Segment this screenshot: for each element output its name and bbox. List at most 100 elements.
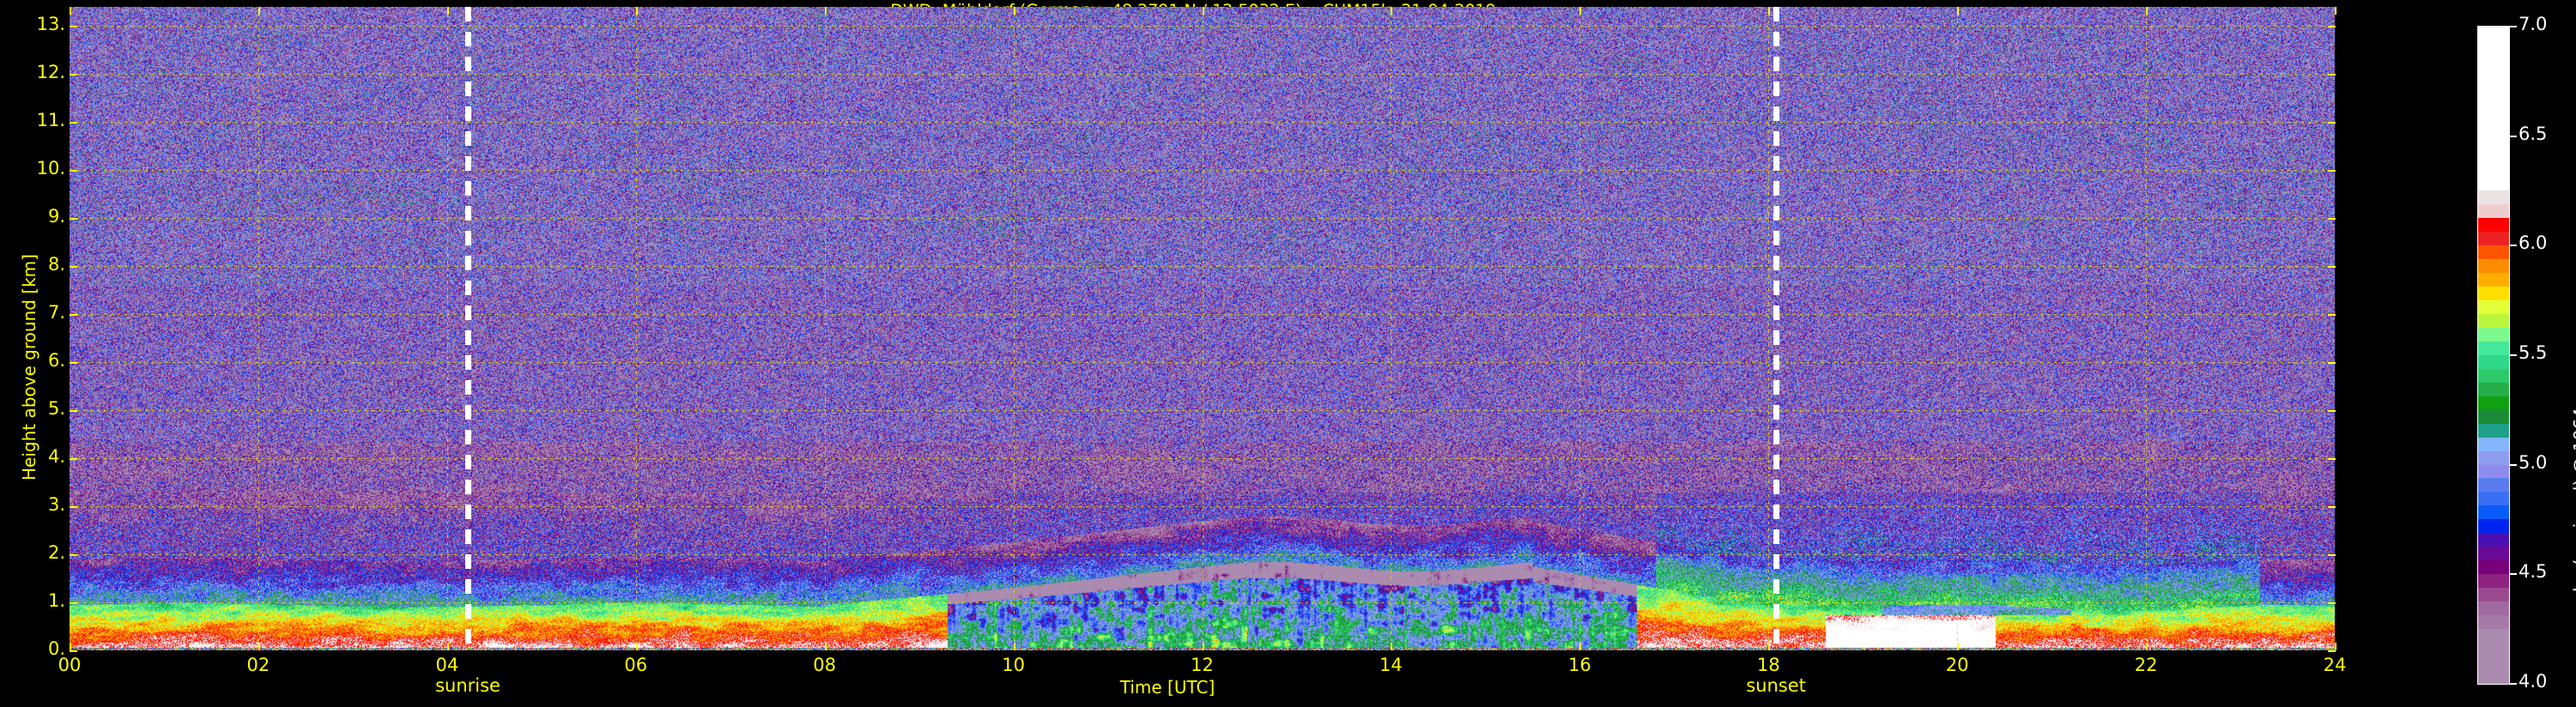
y-tick-mark [2328,26,2336,27]
x-tick-label: 22 [2134,655,2158,675]
colorbar-title: log(rc-signal) @ 1064 nm [2570,374,2576,592]
y-tick-label: 4. [47,446,65,468]
gridline-horizontal [70,554,2335,555]
y-tick-label: 2. [47,542,65,564]
y-tick-mark [70,650,77,652]
y-tick-label: 11. [36,110,65,131]
colorbar-tick-mark [2509,573,2517,575]
x-tick-label: 04 [435,655,459,675]
colorbar-tick-label: 5.5 [2518,342,2548,363]
colorbar-band [2478,108,2509,123]
x-tick-mark [70,643,71,650]
colorbar-tick-label: 6.5 [2518,123,2548,144]
colorbar-band [2478,423,2509,438]
y-tick-mark [2328,74,2336,76]
y-tick-mark [70,506,77,508]
gridline-vertical [636,7,637,650]
gridline-horizontal [70,506,2335,507]
colorbar-band [2478,218,2509,233]
y-tick-label: 1. [47,590,65,612]
x-tick-label: 12 [1191,655,1214,675]
x-tick-mark [258,643,260,650]
gridline-vertical [258,7,259,650]
y-tick-mark [70,170,77,172]
y-tick-label: 3. [47,494,65,516]
colorbar-band [2478,27,2509,40]
colorbar-band [2478,519,2509,534]
y-tick-mark [2328,314,2336,316]
y-tick-mark [70,218,77,220]
x-tick-mark [1579,643,1581,650]
y-tick-label: 12. [36,62,65,83]
gridline-horizontal [70,170,2335,171]
colorbar-tick-mark [2509,464,2517,466]
y-tick-label: 5. [47,398,65,420]
sun-marker-line-sunrise [465,7,471,650]
colorbar-tick-mark [2509,26,2517,27]
gridline-vertical [825,7,826,650]
y-tick-mark [70,362,77,364]
colorbar-band [2478,204,2509,219]
x-tick-mark [2146,643,2148,650]
x-tick-mark [258,7,260,15]
colorbar-tick-label: 4.0 [2518,671,2548,692]
colorbar-band [2478,341,2509,355]
y-axis-title: Height above ground [km] [19,254,39,480]
x-tick-mark [825,643,827,650]
colorbar-band [2478,163,2509,178]
y-tick-mark [2328,650,2336,652]
x-tick-mark [447,7,449,15]
colorbar-band [2478,642,2509,656]
colorbar-band [2478,656,2509,670]
colorbar-band [2478,354,2509,369]
sun-caption-sunrise: sunrise [435,675,500,696]
x-tick-mark [2146,7,2148,15]
y-tick-label: 7. [47,302,65,323]
x-tick-mark [70,7,71,15]
x-tick-mark [1579,7,1581,15]
y-tick-label: 0. [47,638,65,659]
colorbar-band [2478,409,2509,424]
colorbar-band [2478,505,2509,520]
x-tick-mark [825,7,827,15]
x-tick-mark [1768,643,1770,650]
gridline-horizontal [70,74,2335,75]
gridline-horizontal [70,266,2335,267]
colorbar-tick-mark [2509,245,2517,246]
colorbar-band [2478,614,2509,629]
x-tick-label: 14 [1379,655,1403,675]
gridline-horizontal [70,458,2335,459]
gridline-horizontal [70,602,2335,603]
x-tick-label: 16 [1567,655,1591,675]
x-tick-mark [1391,643,1392,650]
colorbar-band [2478,533,2509,547]
colorbar-band [2478,273,2509,287]
colorbar-tick-mark [2509,136,2517,137]
x-axis-title: Time [UTC] [1119,677,1215,698]
colorbar-tick-mark [2509,354,2517,356]
colorbar-band [2478,259,2509,274]
colorbar-tick-label: 6.0 [2518,233,2548,254]
colorbar-band [2478,327,2509,341]
x-tick-label: 02 [246,655,270,675]
heatmap-plot-area[interactable] [70,7,2335,650]
gridline-horizontal [70,314,2335,315]
colorbar-band [2478,314,2509,328]
colorbar-band [2478,547,2509,561]
x-tick-mark [636,7,638,15]
y-tick-mark [2328,554,2336,556]
colorbar-band [2478,574,2509,589]
y-tick-label: 13. [36,14,65,35]
colorbar-band [2478,287,2509,301]
x-tick-mark [447,643,449,650]
x-tick-label: 18 [1756,655,1780,675]
colorbar-band [2478,601,2509,615]
y-tick-mark [2328,218,2336,220]
gridline-vertical [447,7,448,650]
y-tick-mark [2328,266,2336,268]
x-tick-mark [2335,7,2337,15]
colorbar-band [2478,669,2509,684]
gridline-vertical [1768,7,1769,650]
x-tick-mark [1014,7,1015,15]
